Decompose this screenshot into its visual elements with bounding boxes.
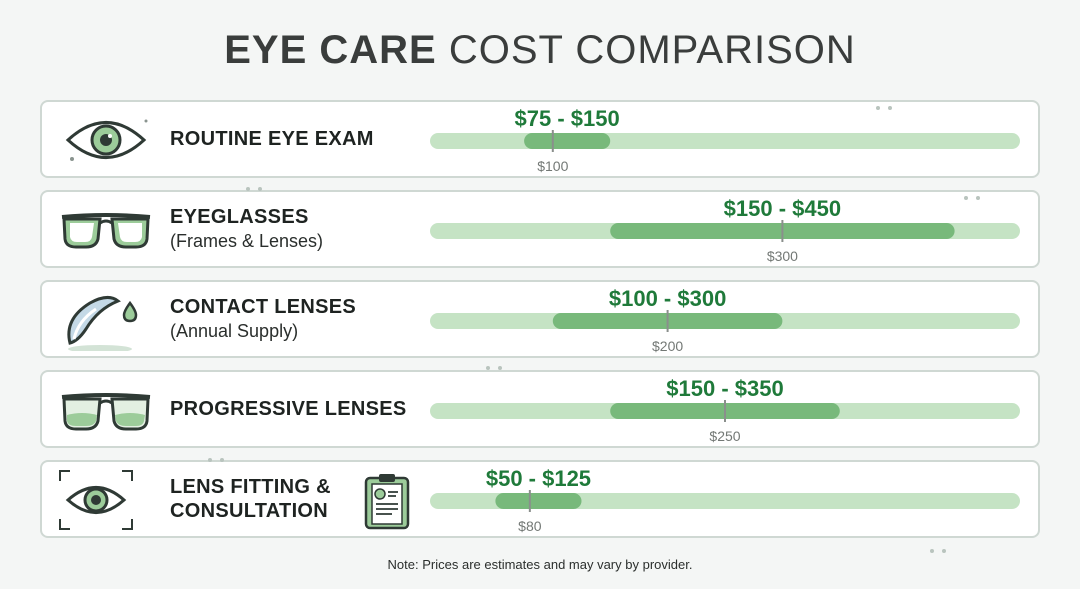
- row-label: ROUTINE EYE EXAM: [170, 102, 374, 176]
- progressive-glasses-icon: [61, 393, 151, 431]
- row-label: LENS FITTING & CONSULTATION: [170, 462, 350, 536]
- eyeglasses-icon: [61, 213, 151, 249]
- row-eyeglasses: EYEGLASSES (Frames & Lenses): [40, 190, 1040, 268]
- eye-icon: [65, 119, 148, 161]
- row-progressive-lenses: PROGRESSIVE LENSES: [40, 370, 1040, 448]
- decor-dots: [964, 187, 988, 205]
- row-subtitle: (Frames & Lenses): [170, 231, 324, 251]
- clipboard-icon: [364, 474, 410, 530]
- decor-dots: [876, 97, 900, 115]
- decor-dots: [930, 540, 954, 558]
- row-lens-fitting: LENS FITTING & CONSULTATION: [40, 460, 1040, 538]
- row-title: PROGRESSIVE LENSES: [170, 398, 407, 420]
- page-title: EYE CARE COST COMPARISON: [0, 28, 1080, 73]
- row-title: EYEGLASSES: [170, 206, 309, 228]
- eye-scan-icon: [59, 470, 133, 530]
- decor-dots: [208, 449, 232, 467]
- decor-dots: [246, 178, 270, 196]
- contact-lens-icon: [67, 296, 138, 351]
- row-label: PROGRESSIVE LENSES: [170, 372, 407, 446]
- title-rest: COST COMPARISON: [448, 28, 856, 72]
- row-label: EYEGLASSES (Frames & Lenses): [170, 192, 323, 266]
- decor-dots: [486, 357, 510, 375]
- row-title: LENS FITTING & CONSULTATION: [170, 476, 331, 522]
- title-bold: EYE CARE: [224, 28, 437, 72]
- row-title: CONTACT LENSES: [170, 296, 357, 318]
- footnote: Note: Prices are estimates and may vary …: [387, 557, 693, 572]
- row-label: CONTACT LENSES (Annual Supply): [170, 282, 356, 356]
- row-contact-lenses: CONTACT LENSES (Annual Supply): [40, 280, 1040, 358]
- row-title: ROUTINE EYE EXAM: [170, 128, 374, 150]
- row-subtitle: (Annual Supply): [170, 321, 299, 341]
